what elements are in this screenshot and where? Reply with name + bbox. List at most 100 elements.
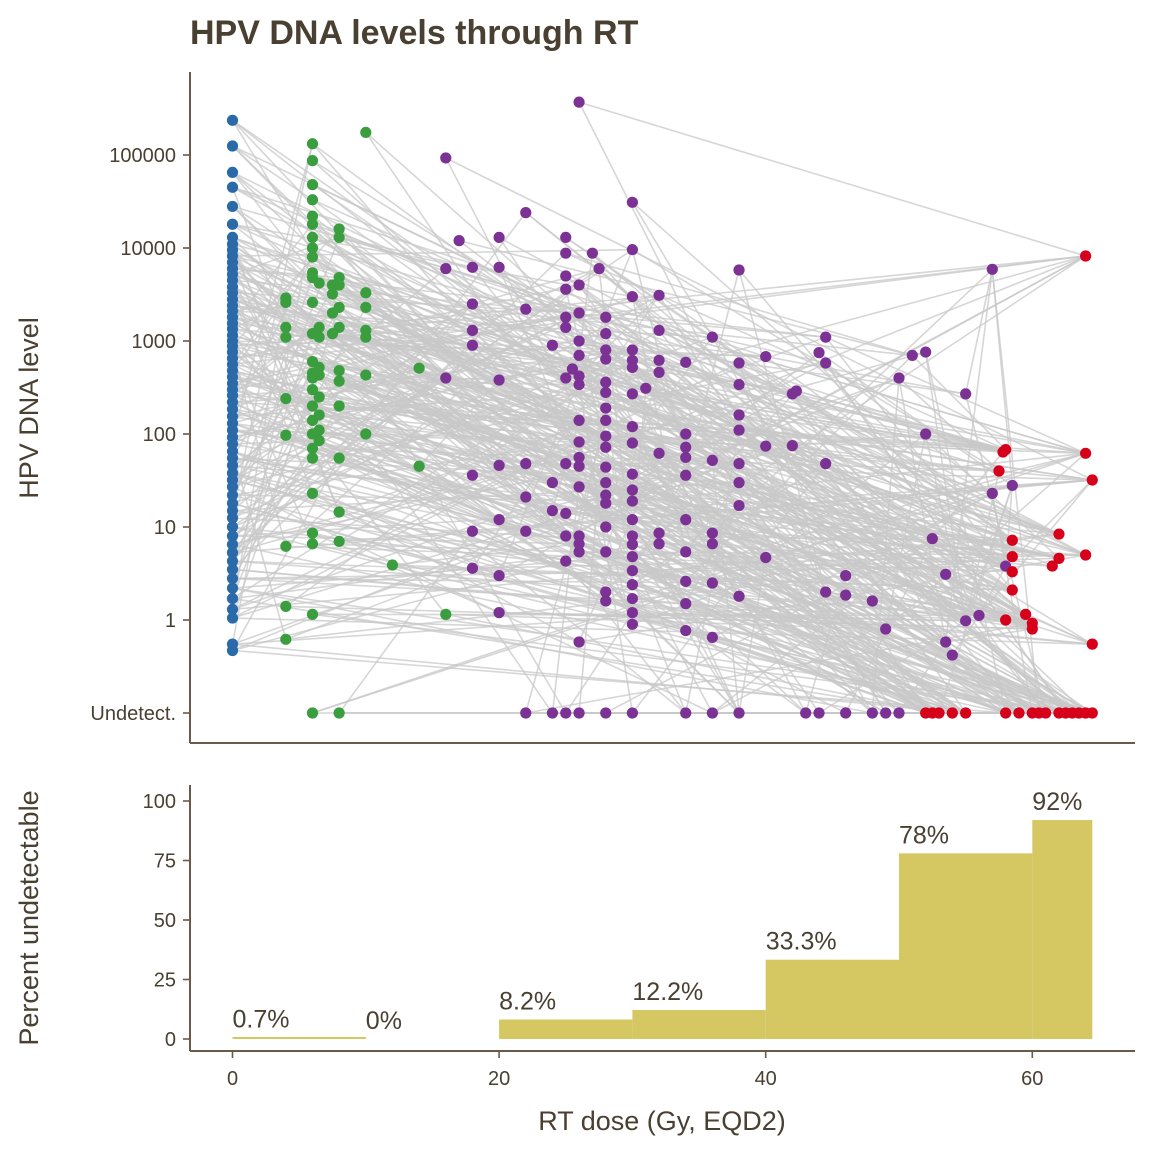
point-mid	[680, 469, 692, 481]
trajectory-line	[231, 457, 314, 562]
trajectory-line	[231, 307, 340, 619]
point-early	[306, 138, 319, 150]
point-mid	[560, 231, 572, 244]
trajectory-line	[458, 239, 913, 357]
point-mid	[820, 331, 832, 343]
point-baseline	[226, 200, 239, 213]
bar-panel: 0.7% 0% 8.2% 12.2% 33.3% 78% 92% 0 25 50 75 100 0 2…	[14, 785, 1135, 1136]
bar-value-label: 92%	[1032, 788, 1082, 816]
point-mid	[493, 231, 505, 244]
point-mid	[653, 324, 665, 337]
bar-value-label: 8.2%	[499, 987, 556, 1015]
bar	[765, 959, 899, 1039]
point-mid	[626, 564, 639, 577]
point-mid	[733, 458, 745, 470]
point-mid	[600, 430, 612, 442]
trajectory-line	[738, 557, 767, 714]
scatter-y-tick-label: 10	[154, 517, 176, 539]
trajectory-line	[658, 543, 740, 714]
point-mid	[626, 468, 639, 480]
point-mid	[973, 609, 985, 622]
trajectory-line	[1005, 479, 1093, 567]
trajectory-line	[631, 519, 740, 714]
point-mid	[626, 495, 639, 507]
bar	[499, 1019, 633, 1039]
trajectory-line	[1004, 485, 1014, 567]
trajectory-line	[738, 595, 940, 714]
trajectory-line	[232, 236, 340, 276]
trajectory-line	[738, 595, 820, 714]
point-early	[360, 126, 372, 138]
trajectory-line	[658, 294, 740, 431]
point-early	[313, 321, 325, 334]
point-mid	[626, 388, 639, 400]
trajectory-line	[765, 355, 966, 395]
trajectory-line	[632, 366, 1060, 535]
trajectory-line	[938, 485, 1014, 714]
point-early	[306, 218, 319, 230]
point-baseline	[226, 218, 239, 230]
point-baseline	[226, 563, 239, 576]
point-early	[313, 331, 325, 343]
point-mid	[546, 505, 559, 517]
trajectory-line	[632, 442, 1006, 621]
point-end	[1006, 534, 1018, 546]
point-mid	[626, 361, 639, 374]
trajectory-line	[318, 414, 526, 465]
point-mid	[600, 328, 612, 340]
point-mid	[813, 707, 825, 719]
point-mid	[520, 303, 532, 315]
trajectory-line	[578, 408, 607, 714]
scatter-y-tick-label: 10000	[120, 238, 176, 260]
point-mid	[573, 335, 585, 347]
point-mid	[653, 289, 665, 301]
point-end	[1006, 551, 1018, 563]
trajectory-line	[951, 614, 980, 656]
point-mid	[960, 615, 972, 627]
point-end	[933, 707, 945, 719]
point-mid	[626, 579, 639, 591]
point-early	[306, 384, 319, 396]
point-mid	[573, 414, 585, 427]
trajectory-line	[231, 228, 340, 347]
trajectory-line	[338, 236, 1086, 455]
point-mid	[800, 707, 812, 719]
point-mid	[600, 353, 612, 365]
point-mid	[546, 477, 559, 489]
point-end	[946, 707, 958, 719]
point-mid	[586, 247, 599, 259]
trajectory-line	[951, 654, 1007, 714]
scatter-panel: Undetect. 1 10 100 1000 10000 100000 HPV DNA l…	[14, 72, 1135, 744]
point-mid	[813, 347, 825, 359]
point-mid	[560, 507, 572, 520]
trajectory-line	[765, 445, 947, 575]
trajectory-line	[605, 481, 967, 714]
point-mid	[493, 607, 505, 619]
trajectory-line	[232, 486, 713, 714]
bar-y-axis-title: Percent undetectable	[14, 790, 44, 1045]
point-mid	[706, 631, 718, 643]
trajectory-line	[312, 532, 500, 614]
trajectory-line	[231, 457, 340, 651]
point-mid	[573, 349, 585, 362]
point-early	[280, 321, 292, 334]
point-end	[1000, 707, 1012, 719]
trajectory-line	[991, 493, 1034, 714]
point-mid	[600, 546, 612, 558]
point-early	[306, 608, 319, 620]
point-mid	[560, 311, 572, 323]
point-mid	[520, 525, 532, 537]
trajectory-line	[711, 430, 740, 584]
trajectory-line	[825, 462, 933, 540]
point-mid	[560, 247, 572, 259]
point-mid	[680, 451, 692, 464]
trajectory-line	[632, 611, 966, 622]
trajectory-line	[945, 573, 1047, 714]
point-early	[306, 194, 319, 206]
point-mid	[626, 707, 639, 719]
trajectory-line	[684, 582, 714, 714]
point-end	[1006, 584, 1018, 596]
point-mid	[560, 372, 572, 384]
point-end	[1026, 623, 1038, 635]
trajectory-line	[231, 374, 320, 599]
